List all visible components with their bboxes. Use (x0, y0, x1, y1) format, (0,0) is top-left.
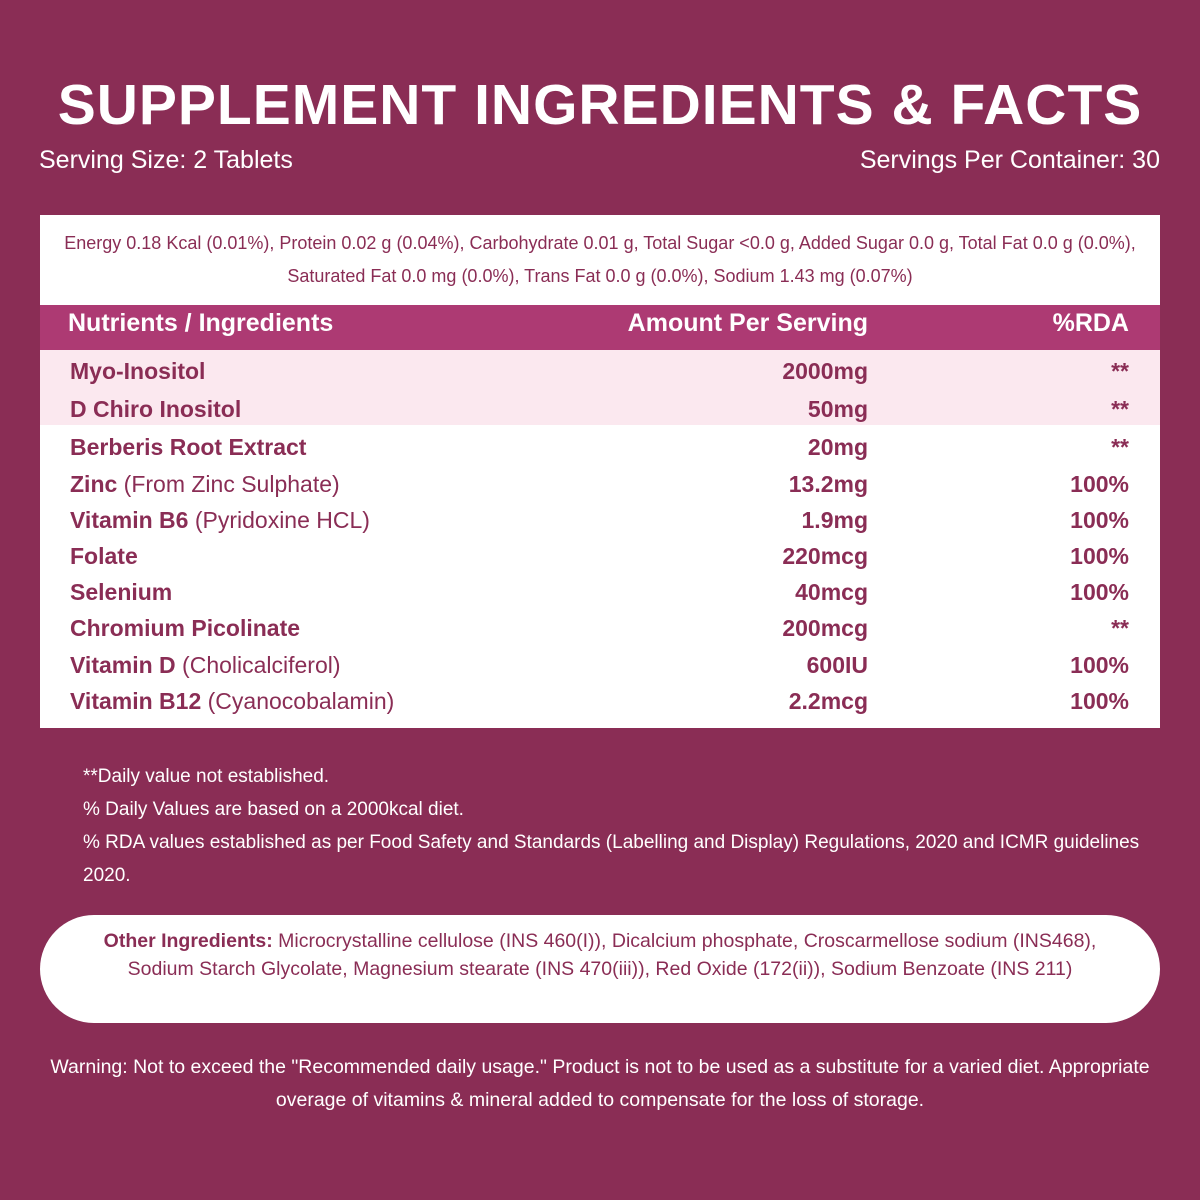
highlight-band (40, 350, 1160, 425)
rda: ** (1111, 358, 1129, 384)
ingredient: Berberis Root Extract (70, 434, 306, 461)
table-row: Folate 220mcg 100% (40, 537, 1160, 573)
ingredient: Vitamin D (Cholicalciferol) (70, 652, 341, 679)
ingredient-name: Berberis Root Extract (70, 434, 307, 460)
other-ingredients-label: Other Ingredients: (103, 930, 273, 952)
servings-per-container: Servings Per Container: 30 (859, 146, 1160, 174)
ingredient-note: (Pyridoxine HCL) (194, 507, 370, 533)
ingredient-note: (From Zinc Sulphate) (123, 471, 340, 497)
amount: 600IU (806, 652, 868, 678)
ingredient: Vitamin B12 (Cyanocobalamin) (70, 688, 394, 715)
rda: 100% (1070, 507, 1129, 533)
footnote: **Daily value not established. (83, 766, 330, 787)
rda: ** (1111, 615, 1129, 641)
ingredient: Chromium Picolinate (70, 615, 300, 642)
amount: 50mg (807, 396, 868, 422)
ingredient: Zinc (From Zinc Sulphate) (70, 471, 340, 498)
amount: 220mcg (782, 543, 868, 569)
amount: 200mcg (782, 615, 868, 641)
table-row: Zinc (From Zinc Sulphate) 13.2mg 100% (40, 465, 1160, 501)
table-row: Chromium Picolinate 200mcg ** (40, 609, 1160, 645)
ingredient-name: Chromium Picolinate (70, 615, 301, 641)
footnote: % RDA values established as per Food Saf… (83, 832, 1140, 886)
amount: 1.9mg (801, 507, 868, 533)
ingredient: Myo-Inositol (70, 358, 205, 385)
footnotes: **Daily value not established. % Daily Va… (83, 760, 1143, 892)
ingredient-name: Vitamin D (70, 652, 176, 678)
ingredient-name: Folate (70, 543, 138, 569)
energy-info: Energy 0.18 Kcal (0.01%), Protein 0.02 g… (64, 233, 1136, 286)
ingredient: Vitamin B6 (Pyridoxine HCL) (70, 507, 370, 534)
amount: 40mcg (795, 579, 868, 605)
ingredient-name: Selenium (70, 579, 173, 605)
ingredient-name: Zinc (70, 471, 118, 497)
table-row: Berberis Root Extract 20mg ** (40, 428, 1160, 464)
rda: ** (1111, 396, 1129, 422)
rda: 100% (1070, 543, 1129, 569)
ingredient-note: (Cyanocobalamin) (207, 688, 395, 714)
other-ingredients: Other Ingredients: Microcrystalline cell… (40, 915, 1160, 1023)
amount: 13.2mg (788, 471, 868, 497)
table-row: Vitamin D (Cholicalciferol) 600IU 100% (40, 646, 1160, 682)
table-row: Myo-Inositol 2000mg ** (40, 352, 1160, 388)
ingredient: D Chiro Inositol (70, 396, 241, 423)
column-header: Nutrients / Ingredients (68, 309, 334, 337)
table-row: Selenium 40mcg 100% (40, 573, 1160, 609)
ingredient-name: Vitamin B12 (70, 688, 202, 714)
ingredient: Folate (70, 543, 138, 570)
amount: 20mg (807, 434, 868, 460)
amount: 2000mg (782, 358, 868, 384)
title: SUPPLEMENT INGREDIENTS & FACTS (57, 73, 1143, 137)
table-row: Vitamin B6 (Pyridoxine HCL) 1.9mg 100% (40, 501, 1160, 537)
ingredient-note: (Cholicalciferol) (182, 652, 341, 678)
serving-size: Serving Size: 2 Tablets (39, 146, 293, 174)
rda: ** (1111, 434, 1129, 460)
rda: 100% (1070, 652, 1129, 678)
table-row: D Chiro Inositol 50mg ** (40, 390, 1160, 426)
other-ingredients-text: Other Ingredients: Microcrystalline cell… (80, 928, 1120, 983)
facts-table: Energy 0.18 Kcal (0.01%), Protein 0.02 g… (40, 215, 1160, 728)
rda: 100% (1070, 688, 1129, 714)
ingredient-name: Vitamin B6 (70, 507, 189, 533)
other-ingredients-list: Microcrystalline cellulose (INS 460(I)),… (127, 930, 1097, 980)
column-header: Amount Per Serving (627, 309, 868, 337)
column-header: %RDA (1052, 309, 1129, 337)
warning: Warning: Not to exceed the "Recommended … (50, 1056, 1150, 1111)
table-header: Nutrients / Ingredients Amount Per Servi… (40, 305, 1160, 350)
ingredient: Selenium (70, 579, 172, 606)
footnote: % Daily Values are based on a 2000kcal d… (83, 799, 464, 820)
rda: 100% (1070, 471, 1129, 497)
ingredient-name: Myo-Inositol (70, 358, 206, 384)
amount: 2.2mcg (788, 688, 868, 714)
table-row: Vitamin B12 (Cyanocobalamin) 2.2mcg 100% (40, 682, 1160, 718)
rda: 100% (1070, 579, 1129, 605)
ingredient-name: D Chiro Inositol (70, 396, 242, 422)
